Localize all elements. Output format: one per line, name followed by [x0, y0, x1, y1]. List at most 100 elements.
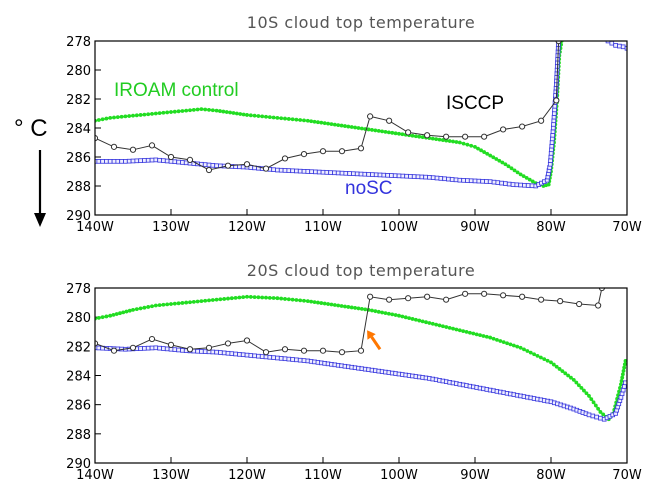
data-point: [620, 387, 626, 393]
data-point: [622, 362, 627, 367]
data-point: [339, 304, 344, 308]
data-point: [400, 132, 405, 137]
data-point: [218, 297, 223, 302]
data-point: [498, 339, 503, 343]
data-point: [229, 351, 235, 356]
data-point: [322, 301, 327, 306]
x-tick-label: 80W: [536, 220, 566, 235]
data-point: [305, 299, 310, 304]
data-point: [403, 315, 408, 320]
data-point: [349, 125, 354, 129]
data-point: [343, 304, 347, 309]
data-point: [590, 413, 596, 419]
data-point: [263, 354, 269, 360]
data-point: [511, 343, 516, 348]
data-point: [525, 349, 530, 353]
data-point: [532, 352, 537, 357]
data-point: [405, 295, 412, 302]
data-point: [245, 113, 249, 117]
data-point: [442, 176, 447, 182]
data-point: [620, 375, 625, 380]
data-point: [465, 142, 470, 147]
data-point: [438, 176, 444, 181]
data-point: [157, 111, 162, 116]
data-point: [481, 133, 488, 140]
data-point: [150, 304, 154, 309]
data-point: [461, 178, 466, 183]
data-point: [404, 173, 409, 179]
data-point: [569, 375, 573, 380]
data-point: [262, 165, 270, 172]
data-point: [579, 385, 584, 390]
data-point: [301, 358, 307, 363]
data-point: [275, 115, 280, 120]
data-point: [267, 295, 272, 300]
data-point: [576, 383, 581, 388]
data-point: [383, 129, 388, 134]
data-point: [316, 120, 320, 125]
orange-arrow-icon: [367, 330, 382, 351]
data-point: [538, 117, 545, 124]
data-point: [339, 123, 344, 128]
data-point: [100, 159, 105, 164]
data-point: [309, 299, 314, 304]
data-point: [275, 167, 280, 173]
data-point: [397, 313, 401, 318]
data-point: [294, 117, 299, 122]
data-point: [366, 127, 371, 132]
down-arrow-icon: [34, 150, 46, 227]
data-point: [328, 170, 333, 175]
data-point: [482, 150, 487, 154]
data-point: [233, 351, 238, 357]
data-point: [518, 182, 523, 188]
data-point: [111, 312, 116, 317]
x-tick-label: 110W: [304, 468, 342, 483]
data-point: [522, 347, 526, 352]
data-point: [605, 41, 611, 44]
data-point: [131, 113, 135, 118]
data-point: [226, 296, 230, 301]
data-point: [591, 400, 596, 405]
x-tick-label: 80W: [536, 468, 566, 483]
data-point: [176, 347, 181, 353]
data-point: [127, 114, 132, 118]
data-point: [349, 305, 354, 310]
data-point: [457, 328, 462, 333]
data-point: [300, 151, 308, 158]
series-noSC: [605, 41, 627, 51]
series-isccp: [95, 41, 562, 174]
data-point: [146, 305, 151, 309]
data-point: [260, 114, 265, 119]
data-point: [229, 296, 234, 301]
data-point: [256, 295, 261, 300]
data-point: [259, 354, 265, 359]
data-point: [506, 181, 512, 187]
x-tick-label: 110W: [304, 220, 342, 235]
data-point: [594, 414, 599, 420]
data-point: [413, 317, 418, 322]
data-point: [338, 148, 346, 155]
data-point: [96, 315, 101, 320]
data-point: [518, 172, 523, 177]
data-point: [427, 321, 432, 325]
data-point: [302, 298, 306, 303]
data-point: [176, 301, 181, 306]
data-point: [444, 325, 449, 329]
data-point: [205, 166, 213, 174]
data-point: [127, 308, 132, 313]
data-point: [172, 301, 177, 306]
data-point: [363, 307, 368, 312]
data-point: [138, 113, 143, 117]
data-point: [309, 169, 314, 174]
data-point: [294, 298, 299, 302]
data-point: [161, 302, 166, 307]
y-tick-label: 280: [66, 64, 91, 79]
data-point: [118, 311, 122, 316]
data-point: [123, 159, 128, 164]
x-tick-label: 140W: [76, 220, 114, 235]
data-point: [316, 300, 320, 305]
data-point: [584, 391, 589, 396]
data-point: [464, 330, 469, 334]
data-point: [419, 174, 425, 180]
data-point: [503, 162, 508, 167]
